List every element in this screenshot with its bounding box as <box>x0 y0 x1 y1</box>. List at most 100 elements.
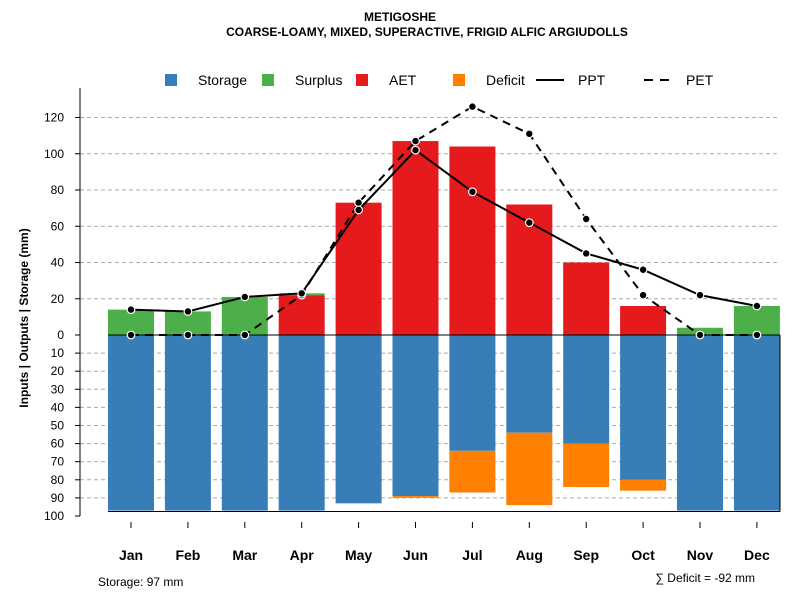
bar-deficit-jul <box>449 450 496 493</box>
ppt-point-mar <box>240 292 250 302</box>
ppt-point-sep <box>581 249 591 258</box>
bar-storage-jun <box>392 335 439 497</box>
chart-title: METIGOSHE <box>364 10 436 24</box>
deficit-sum-note: ∑ Deficit = -92 mm <box>655 571 755 585</box>
legend-label-surplus: Surplus <box>295 72 342 88</box>
bar-surplus-dec <box>733 306 780 335</box>
bar-aet-sep <box>563 262 610 335</box>
bar-storage-sep <box>563 335 610 444</box>
ppt-point-oct <box>638 265 648 275</box>
legend: Storage Surplus AET Deficit PPT PET <box>165 72 714 88</box>
pet-point-mar <box>240 330 250 340</box>
bar-aet-apr <box>278 295 325 335</box>
bar-aet-oct <box>620 306 667 335</box>
pet-point-may <box>354 198 364 208</box>
y-tick-label: 60 <box>51 437 65 451</box>
ppt-point-may <box>354 205 364 215</box>
pet-point-aug <box>524 129 534 139</box>
legend-swatch-aet <box>356 74 368 86</box>
ppt-point-feb <box>183 307 193 316</box>
x-tick-label-jun: Jun <box>403 547 428 563</box>
legend-label-storage: Storage <box>198 72 247 88</box>
bar-surplus-feb <box>164 311 211 335</box>
y-tick-label: 40 <box>51 400 65 414</box>
x-tick-label-nov: Nov <box>687 547 714 563</box>
pet-point-oct <box>638 290 648 300</box>
pet-point-jul <box>468 102 477 112</box>
x-tick-label-dec: Dec <box>744 547 770 563</box>
bar-deficit-jun <box>392 496 439 498</box>
axes: 0 20 40 60 80 100 120 10 20 30 40 50 60 70 80 90 100 Jan F… <box>44 88 781 563</box>
x-tick-label-feb: Feb <box>175 547 200 563</box>
bars <box>108 141 780 511</box>
ppt-point-apr <box>297 288 307 298</box>
ppt-point-jan <box>126 305 136 315</box>
series-lines <box>126 102 762 340</box>
y-tick-label: 0 <box>57 328 64 342</box>
bar-deficit-sep <box>563 443 610 488</box>
y-tick-label: 100 <box>44 509 64 523</box>
bar-storage-mar <box>221 335 268 511</box>
pet-point-nov <box>695 330 705 340</box>
x-tick-label-jul: Jul <box>462 547 482 563</box>
ppt-line <box>130 148 758 313</box>
bar-storage-jul <box>449 335 496 451</box>
bar-storage-oct <box>620 335 667 480</box>
pet-point-dec <box>752 330 762 340</box>
ppt-point-jun <box>411 145 420 155</box>
bar-storage-may <box>335 335 382 504</box>
y-tick-label: 40 <box>51 256 65 270</box>
pet-line <box>131 105 757 336</box>
legend-swatch-storage <box>165 74 177 86</box>
ppt-point-jul <box>468 187 477 197</box>
pet-point-sep <box>581 214 591 224</box>
x-tick-label-sep: Sep <box>573 547 599 563</box>
bar-storage-apr <box>278 335 325 511</box>
bar-storage-jan <box>108 335 154 511</box>
legend-swatch-deficit <box>453 74 465 86</box>
pet-point-jan <box>126 330 136 340</box>
x-tick-label-aug: Aug <box>516 547 543 563</box>
bar-aet-jun <box>392 141 439 335</box>
chart-subtitle: COARSE-LOAMY, MIXED, SUPERACTIVE, FRIGID… <box>226 25 628 39</box>
bar-storage-nov <box>677 335 723 511</box>
bar-storage-dec <box>733 335 780 511</box>
pet-point-feb <box>183 330 193 340</box>
y-tick-label: 30 <box>51 382 65 396</box>
x-tick-label-mar: Mar <box>232 547 257 563</box>
bar-deficit-oct <box>620 479 667 491</box>
y-tick-label: 80 <box>51 473 65 487</box>
y-tick-label: 120 <box>44 111 64 125</box>
legend-swatch-surplus <box>262 74 274 86</box>
y-tick-label: 80 <box>51 183 65 197</box>
bar-aet-may <box>335 202 382 335</box>
y-axis-label: Inputs | Outputs | Storage (mm) <box>17 228 31 407</box>
ppt-point-aug <box>524 218 534 228</box>
pet-point-jun <box>411 136 420 146</box>
bar-storage-aug <box>506 335 553 433</box>
y-tick-label: 90 <box>51 491 65 505</box>
ppt-point-nov <box>695 290 705 300</box>
legend-label-deficit: Deficit <box>486 72 525 88</box>
y-tick-label: 100 <box>44 147 64 161</box>
x-tick-label-oct: Oct <box>631 547 655 563</box>
y-tick-label: 10 <box>51 346 65 360</box>
x-tick-label-apr: Apr <box>290 547 315 563</box>
y-tick-label: 70 <box>51 455 65 469</box>
y-tick-label: 50 <box>51 419 65 433</box>
legend-label-pet: PET <box>686 72 714 88</box>
bar-aet-jul <box>449 146 496 335</box>
bar-storage-feb <box>164 335 211 511</box>
y-tick-label: 20 <box>51 292 65 306</box>
bar-deficit-aug <box>506 432 553 506</box>
x-tick-label-jan: Jan <box>119 547 143 563</box>
y-tick-label: 60 <box>51 219 65 233</box>
legend-label-ppt: PPT <box>578 72 606 88</box>
bar-surplus-mar <box>221 296 268 335</box>
storage-note: Storage: 97 mm <box>98 575 183 589</box>
y-tick-label: 20 <box>51 364 65 378</box>
x-tick-label-may: May <box>345 547 372 563</box>
legend-label-aet: AET <box>389 72 417 88</box>
ppt-point-dec <box>752 301 762 311</box>
